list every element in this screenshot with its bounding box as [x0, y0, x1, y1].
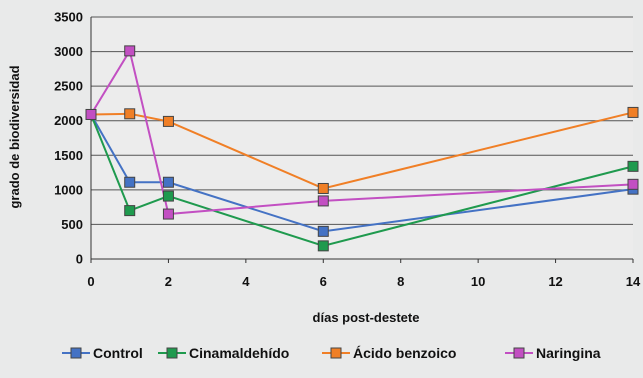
y-tick-label: 3500: [54, 10, 83, 25]
data-point: [317, 225, 329, 237]
data-point: [162, 190, 174, 202]
x-tick-label: 0: [87, 274, 94, 289]
x-tick-label: 8: [397, 274, 404, 289]
data-point: [162, 208, 174, 220]
y-tick-label: 0: [76, 252, 83, 267]
data-point: [162, 176, 174, 188]
y-tick-label: 2000: [54, 113, 83, 128]
data-point: [124, 176, 136, 188]
legend-label: Naringina: [536, 345, 601, 361]
data-point: [627, 178, 639, 190]
data-point: [124, 108, 136, 120]
legend-marker: [330, 347, 342, 359]
legend-label: Control: [93, 345, 143, 361]
data-point: [162, 115, 174, 127]
data-point: [627, 106, 639, 118]
x-tick-label: 6: [320, 274, 327, 289]
x-tick-label: 2: [165, 274, 172, 289]
x-tick-label: 12: [548, 274, 562, 289]
y-tick-label: 1500: [54, 148, 83, 163]
data-point: [85, 108, 97, 120]
x-tick-label: 10: [471, 274, 485, 289]
x-axis-label: días post-destete: [313, 310, 420, 325]
data-point: [124, 205, 136, 217]
y-axis-label: grado de biodiversidad: [7, 65, 22, 208]
legend-marker: [70, 347, 82, 359]
plot-area: [91, 17, 633, 259]
data-point: [317, 240, 329, 252]
y-tick-label: 3000: [54, 44, 83, 59]
data-point: [627, 160, 639, 172]
x-tick-label: 14: [626, 274, 641, 289]
legend-marker: [513, 347, 525, 359]
y-tick-label: 2500: [54, 79, 83, 94]
y-tick-label: 500: [61, 217, 83, 232]
data-point: [317, 195, 329, 207]
legend: Control Cinamaldehído Ácido benzoico Naring…: [62, 345, 601, 361]
data-point: [317, 182, 329, 194]
legend-marker: [166, 347, 178, 359]
legend-label: Cinamaldehído: [189, 345, 289, 361]
legend-label: Ácido benzoico: [353, 345, 456, 361]
data-point: [124, 45, 136, 57]
x-tick-label: 4: [242, 274, 250, 289]
y-tick-label: 1000: [54, 182, 83, 197]
